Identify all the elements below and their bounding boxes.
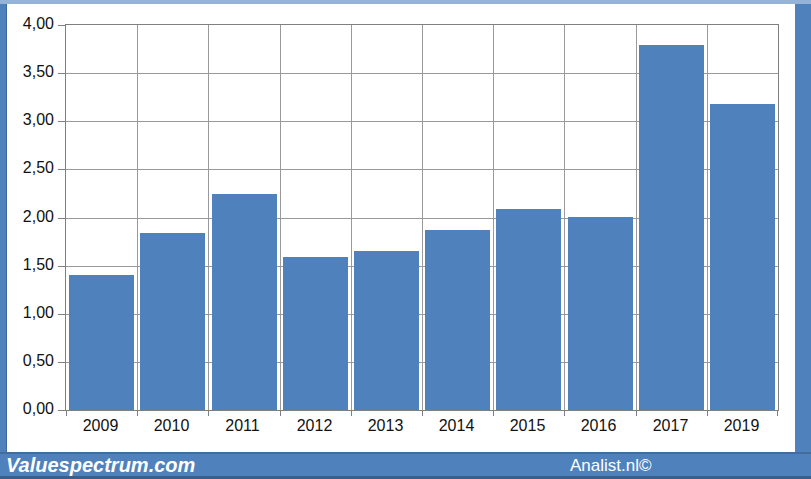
y-axis-tick-label: 0,50 bbox=[0, 352, 54, 370]
footer-bar: Valuespectrum.com Analist.nl© bbox=[0, 452, 811, 479]
y-axis-tick bbox=[58, 121, 65, 122]
y-axis-tick bbox=[58, 314, 65, 315]
x-axis-tick bbox=[493, 411, 494, 416]
valuespectrum-brand: Valuespectrum.com bbox=[6, 454, 195, 477]
y-axis-tick-label: 3,50 bbox=[0, 63, 54, 81]
y-axis-tick bbox=[58, 410, 65, 411]
y-axis-tick-label: 2,50 bbox=[0, 159, 54, 177]
x-axis-tick-label: 2019 bbox=[706, 417, 777, 435]
x-axis-tick-label: 2011 bbox=[207, 417, 278, 435]
x-axis-tick bbox=[777, 411, 778, 416]
x-axis-tick bbox=[707, 411, 708, 416]
vertical-gridline bbox=[351, 25, 352, 410]
x-axis-tick bbox=[636, 411, 637, 416]
bar-2014 bbox=[425, 230, 490, 410]
bar-2011 bbox=[212, 194, 277, 410]
x-axis-tick-label: 2017 bbox=[635, 417, 706, 435]
x-axis-tick bbox=[564, 411, 565, 416]
bar-2012 bbox=[283, 257, 348, 410]
y-axis-tick bbox=[58, 25, 65, 26]
y-axis-tick-label: 2,00 bbox=[0, 208, 54, 226]
vertical-gridline bbox=[208, 25, 209, 410]
vertical-gridline bbox=[564, 25, 565, 410]
x-axis-tick-label: 2013 bbox=[350, 417, 421, 435]
frame-top-border bbox=[0, 0, 811, 4]
x-axis-tick bbox=[137, 411, 138, 416]
bar-2017 bbox=[639, 45, 704, 410]
x-axis-tick-label: 2015 bbox=[492, 417, 563, 435]
y-axis-tick bbox=[58, 169, 65, 170]
analist-brand: Analist.nl© bbox=[570, 456, 652, 476]
y-axis-tick bbox=[58, 266, 65, 267]
y-axis-tick-label: 4,00 bbox=[0, 15, 54, 33]
x-axis-tick-label: 2016 bbox=[563, 417, 634, 435]
y-axis-tick-label: 1,00 bbox=[0, 304, 54, 322]
bar-2009 bbox=[69, 275, 134, 410]
bar-2010 bbox=[140, 233, 205, 410]
x-axis-labels: 2009201020112012201320142015201620172019 bbox=[65, 417, 777, 439]
x-axis-tick bbox=[66, 411, 67, 416]
x-axis-tick-label: 2012 bbox=[279, 417, 350, 435]
vertical-gridline bbox=[493, 25, 494, 410]
x-axis-tick-label: 2014 bbox=[421, 417, 492, 435]
frame-right-border bbox=[795, 0, 811, 479]
vertical-gridline bbox=[636, 25, 637, 410]
vertical-gridline bbox=[137, 25, 138, 410]
x-axis-tick bbox=[280, 411, 281, 416]
y-axis-tick-label: 0,00 bbox=[0, 400, 54, 418]
y-axis-tick bbox=[58, 362, 65, 363]
y-axis-tick-label: 3,00 bbox=[0, 111, 54, 129]
frame-left-border bbox=[0, 0, 7, 479]
bar-2015 bbox=[496, 209, 561, 410]
bar-2019 bbox=[710, 104, 775, 410]
plot-area bbox=[65, 24, 779, 411]
y-axis-labels: 4,003,503,002,502,001,501,000,500,00 bbox=[0, 24, 54, 409]
y-axis-tick-label: 1,50 bbox=[0, 256, 54, 274]
vertical-gridline bbox=[707, 25, 708, 410]
x-axis-tick bbox=[422, 411, 423, 416]
x-axis-tick bbox=[208, 411, 209, 416]
x-axis-tick-label: 2009 bbox=[65, 417, 136, 435]
y-axis-tick bbox=[58, 73, 65, 74]
vertical-gridline bbox=[422, 25, 423, 410]
vertical-gridline bbox=[280, 25, 281, 410]
x-axis-tick bbox=[351, 411, 352, 416]
bar-2016 bbox=[568, 217, 633, 410]
chart-window: 4,00 3,50 3,00 2,50 2,00 1,50 1,00 0,50 0,00 200… bbox=[0, 0, 811, 479]
bar-2013 bbox=[354, 251, 419, 410]
x-axis-tick-label: 2010 bbox=[136, 417, 207, 435]
y-axis-tick bbox=[58, 218, 65, 219]
